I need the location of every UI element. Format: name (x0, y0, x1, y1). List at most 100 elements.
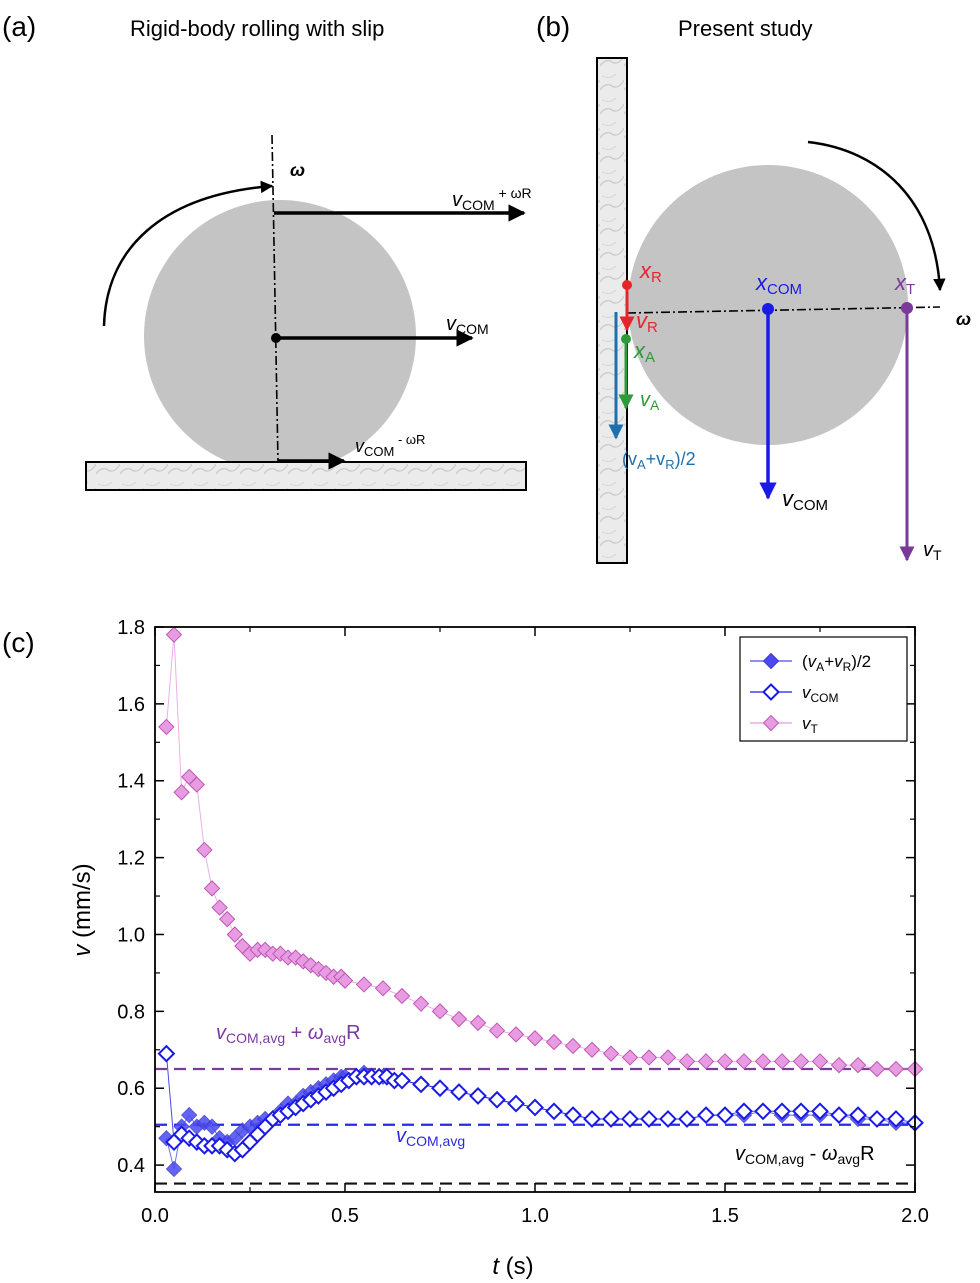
data-point-0 (165, 1160, 183, 1178)
data-point-1 (697, 1106, 715, 1125)
data-point-2 (374, 980, 392, 997)
xCOM-label: xCOM (755, 270, 802, 298)
y-axis-label: v (mm/s) (69, 863, 96, 956)
data-point-2 (165, 626, 183, 643)
legend-symbols (750, 652, 792, 732)
legend: (vA+vR)/2 vCOM vT (739, 636, 908, 742)
omega-label-a: ω (290, 160, 305, 180)
data-point-2 (526, 1030, 544, 1047)
data-point-1 (172, 1125, 191, 1144)
data-point-1 (583, 1110, 601, 1128)
x-tick-label: 1.0 (521, 1205, 549, 1227)
omega-arrow (102, 180, 274, 327)
v-top-label: vCOM + ωR (452, 185, 532, 213)
data-point-1 (621, 1110, 639, 1128)
panel-c-label: (c) (2, 627, 35, 658)
vR-label: vR (636, 308, 658, 336)
data-point-1 (507, 1094, 525, 1113)
y-tick-label: 1.0 (117, 924, 145, 946)
data-point-2 (659, 1049, 677, 1066)
data-point-2 (887, 1060, 905, 1078)
data-point-2 (431, 1003, 449, 1020)
series-layer (157, 626, 924, 1178)
data-point-1 (868, 1110, 886, 1128)
horizontal-axis-b (626, 306, 941, 314)
data-point-2 (545, 1033, 563, 1051)
data-point-1 (545, 1102, 563, 1121)
xR-label: xR (639, 258, 662, 286)
data-point-2 (412, 995, 430, 1012)
legend-entry-avg: (vA+vR)/2 (802, 652, 871, 674)
ann-lower-line: vCOM,avg - ωavgR (735, 1143, 875, 1167)
legend-entry-vt: vT (802, 714, 819, 736)
data-point-1 (887, 1110, 905, 1128)
data-point-2 (294, 953, 312, 970)
x-tick-label: 0.0 (141, 1205, 169, 1227)
data-point-1 (792, 1102, 810, 1121)
data-point-2 (188, 776, 206, 793)
data-point-1 (210, 1136, 229, 1155)
xT-label: xT (894, 270, 915, 298)
data-point-2 (678, 1053, 696, 1070)
y-tick-label: 0.8 (117, 1001, 145, 1023)
x-axis: 0.0 0.5 1.0 1.5 2.0 (141, 627, 929, 1227)
data-point-2 (450, 1010, 468, 1028)
data-point-1 (659, 1110, 677, 1128)
y-tick-label: 1.8 (117, 617, 145, 639)
data-point-1 (849, 1106, 867, 1125)
x-axis-label: t (s) (492, 1253, 533, 1280)
xA-label: xA (633, 338, 655, 366)
data-point-2 (272, 945, 289, 962)
omega-arrow-b (807, 140, 946, 292)
data-point-1 (716, 1106, 734, 1125)
data-point-2 (173, 784, 190, 801)
data-point-1 (469, 1086, 487, 1105)
data-point-1 (735, 1102, 753, 1121)
data-point-2 (469, 1014, 487, 1032)
data-point-1 (640, 1110, 658, 1128)
series-2 (158, 626, 924, 1078)
v-mid-label: vCOM (446, 313, 489, 337)
data-point-1 (393, 1071, 411, 1090)
data-point-1 (773, 1102, 791, 1121)
x-tick-label: 2.0 (901, 1205, 929, 1227)
data-point-1 (412, 1075, 430, 1094)
data-point-1 (488, 1090, 506, 1109)
data-point-2 (849, 1056, 867, 1074)
data-point-2 (697, 1053, 715, 1070)
data-point-2 (203, 880, 221, 897)
series-1 (157, 1044, 924, 1163)
panel-b: (b) Present study ω xR vR xA vA (vA+vR)/… (536, 11, 971, 564)
x-tick-label: 0.5 (331, 1205, 359, 1227)
data-point-2 (602, 1045, 620, 1062)
y-tick-label: 1.2 (117, 848, 145, 870)
data-point-2 (583, 1041, 601, 1058)
x-tick-label: 1.5 (711, 1205, 739, 1227)
data-point-2 (507, 1026, 525, 1043)
data-point-2 (640, 1049, 658, 1066)
data-point-2 (226, 926, 244, 943)
data-point-1 (754, 1102, 772, 1121)
data-point-2 (811, 1053, 829, 1070)
data-point-2 (621, 1049, 639, 1066)
data-point-1 (602, 1110, 620, 1128)
legend-entry-vcom: vCOM (802, 683, 839, 705)
data-point-0 (196, 1114, 213, 1132)
vT-label-b: vT (923, 539, 942, 563)
data-point-2 (488, 1022, 506, 1039)
data-point-1 (678, 1110, 696, 1128)
panel-b-title: Present study (678, 16, 813, 41)
data-point-0 (180, 1106, 198, 1124)
data-point-1 (564, 1106, 582, 1125)
data-point-1 (431, 1079, 449, 1098)
data-point-2 (773, 1053, 791, 1070)
y-tick-label: 0.4 (117, 1155, 145, 1177)
data-point-1 (811, 1102, 829, 1121)
data-point-2 (564, 1037, 582, 1055)
panel-a: (a) Rigid-body rolling with slip ω vCOM … (2, 11, 532, 491)
data-point-2 (716, 1053, 734, 1070)
vA-label: vA (640, 389, 660, 413)
vCOM-label-b: vCOM (782, 486, 828, 514)
data-point-0 (203, 1118, 221, 1135)
